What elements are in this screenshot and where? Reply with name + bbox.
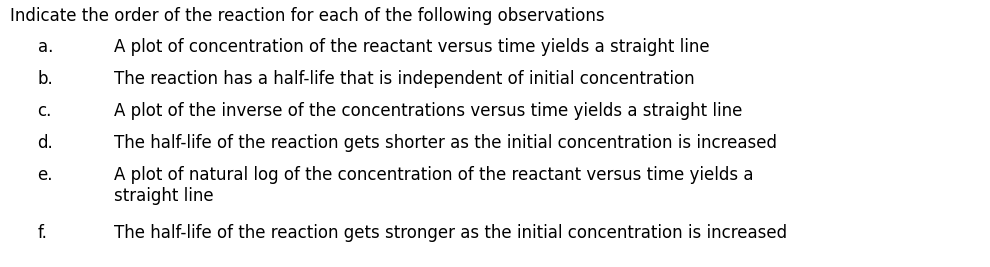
Text: e.: e. [38,166,53,184]
Text: Indicate the order of the reaction for each of the following observations: Indicate the order of the reaction for e… [10,7,605,25]
Text: a.: a. [38,38,53,56]
Text: c.: c. [38,102,52,120]
Text: The reaction has a half-life that is independent of initial concentration: The reaction has a half-life that is ind… [114,70,694,88]
Text: The half-life of the reaction gets shorter as the initial concentration is incre: The half-life of the reaction gets short… [114,134,777,152]
Text: A plot of natural log of the concentration of the reactant versus time yields a
: A plot of natural log of the concentrati… [114,166,753,205]
Text: f.: f. [38,224,48,242]
Text: d.: d. [38,134,53,152]
Text: b.: b. [38,70,53,88]
Text: The half-life of the reaction gets stronger as the initial concentration is incr: The half-life of the reaction gets stron… [114,224,787,242]
Text: A plot of the inverse of the concentrations versus time yields a straight line: A plot of the inverse of the concentrati… [114,102,742,120]
Text: A plot of concentration of the reactant versus time yields a straight line: A plot of concentration of the reactant … [114,38,710,56]
